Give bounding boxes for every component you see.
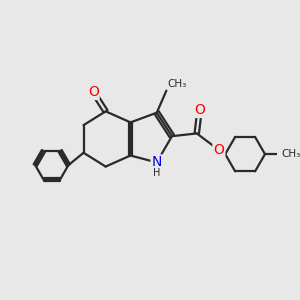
Text: CH₃: CH₃ xyxy=(282,149,300,159)
Text: O: O xyxy=(88,85,99,99)
Text: H: H xyxy=(153,168,160,178)
Text: O: O xyxy=(194,103,205,117)
Text: CH₃: CH₃ xyxy=(168,79,187,89)
Text: O: O xyxy=(213,143,224,157)
Text: N: N xyxy=(152,155,162,170)
